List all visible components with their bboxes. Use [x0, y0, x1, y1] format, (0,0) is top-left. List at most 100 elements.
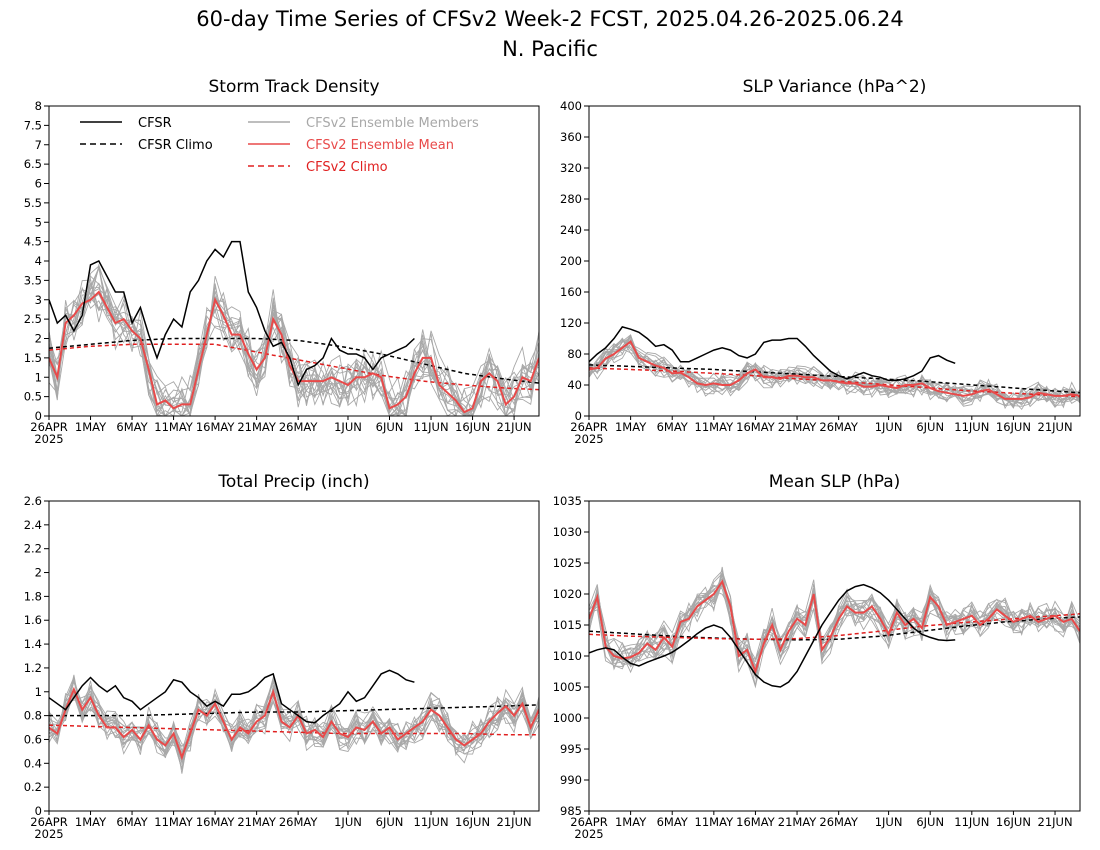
y-tick-label: 8	[35, 99, 42, 113]
x-tick-label: 6MAY	[116, 420, 148, 434]
x-tick-label: 21MAY	[778, 420, 818, 434]
x-tick-label: 11MAY	[695, 420, 735, 434]
chart-panel-1: Storm Track Density 0 0.5 1 1.5 2 2.5 3 3.5 4 4.5 5…	[24, 77, 540, 446]
ensemble-member-line	[49, 275, 539, 416]
panel-title: Storm Track Density	[208, 77, 379, 97]
x-tick-label: 26MAY	[279, 815, 319, 829]
y-tick-label: 1005	[553, 680, 582, 694]
ensemble-member-line	[49, 286, 539, 416]
cfsr-line	[49, 669, 415, 724]
x-tick-label: 1MAY	[615, 815, 647, 829]
y-tick-label: 400	[560, 99, 582, 113]
cfsr-climo-line	[589, 616, 1080, 641]
x-tick-label: 21MAY	[778, 815, 818, 829]
x-tick-label: 11JUN	[954, 420, 989, 434]
y-tick-label: 240	[560, 223, 582, 237]
y-tick-label: 160	[560, 285, 582, 299]
x-tick-label: 21JUN	[497, 420, 532, 434]
y-tick-label: 1010	[553, 649, 582, 663]
cfsv2-climo-line	[49, 343, 539, 391]
cfsr-line	[589, 583, 956, 688]
x-tick-label: 6MAY	[657, 420, 689, 434]
x-tick-label: 26MAY	[279, 420, 319, 434]
x-tick-label: 1MAY	[75, 815, 107, 829]
ensemble-member-line	[589, 577, 1080, 676]
y-tick-label: 0	[35, 804, 42, 818]
x-tick-label: 1MAY	[615, 420, 647, 434]
y-tick-label: 995	[560, 742, 582, 756]
y-tick-label: 5.5	[24, 196, 42, 210]
x-tick-label: 6JUN	[916, 815, 944, 829]
x-year-label: 2025	[34, 827, 63, 841]
cfsr-climo-line	[49, 337, 539, 384]
y-tick-label: 7	[35, 138, 42, 152]
figure-region: N. Pacific	[502, 37, 598, 61]
y-tick-label: 1.4	[24, 637, 42, 651]
cfsr-line	[49, 240, 415, 387]
ensemble-member-line	[49, 675, 539, 763]
ensemble-member-line	[49, 275, 539, 416]
panels: Storm Track Density 0 0.5 1 1.5 2 2.5 3 3.5 4 4.5 5…	[24, 77, 1081, 841]
x-tick-label: 21JUN	[1038, 815, 1073, 829]
y-tick-label: 1	[35, 370, 42, 384]
y-tick-label: 2	[35, 332, 42, 346]
x-tick-label: 16MAY	[196, 815, 236, 829]
x-tick-label: 16MAY	[736, 420, 776, 434]
y-tick-label: 4	[35, 254, 42, 268]
y-tick-label: 2.6	[24, 494, 42, 508]
y-tick-label: 4.5	[24, 235, 42, 249]
y-tick-label: 3	[35, 293, 42, 307]
y-tick-label: 6	[35, 177, 42, 191]
plot-area	[49, 240, 539, 416]
y-tick-label: 1.5	[24, 351, 42, 365]
y-tick-label: 2.4	[24, 518, 42, 532]
ensemble-member-line	[49, 277, 539, 416]
x-tick-label: 1JUN	[334, 815, 362, 829]
cfsv2-climo-line	[49, 724, 539, 736]
y-tick-label: 0	[35, 409, 42, 423]
y-tick-label: 120	[560, 316, 582, 330]
cfsr-line	[589, 326, 956, 382]
y-tick-label: 990	[560, 773, 582, 787]
chart-panel-3: Total Precip (inch) 0 0.2 0.4 0.6 0.8 1 1.2 1.4 1…	[24, 472, 540, 841]
y-tick-label: 280	[560, 192, 582, 206]
ensemble-member-line	[49, 689, 539, 764]
x-tick-label: 21JUN	[1038, 420, 1073, 434]
legend-label: CFSv2 Ensemble Mean	[306, 138, 454, 153]
y-tick-label: 2.5	[24, 312, 42, 326]
x-tick-label: 21MAY	[237, 420, 277, 434]
x-tick-label: 21MAY	[237, 815, 277, 829]
panel-title: SLP Variance (hPa^2)	[743, 77, 927, 97]
x-tick-label: 26APR	[30, 815, 67, 829]
x-tick-label: 26MAY	[819, 815, 859, 829]
legend-label: CFSR	[138, 116, 172, 131]
x-tick-label: 6MAY	[116, 815, 148, 829]
y-tick-label: 1030	[553, 525, 582, 539]
ensemble-member-line	[49, 282, 539, 416]
panel-title: Total Precip (inch)	[217, 472, 369, 492]
x-tick-label: 6JUN	[376, 420, 404, 434]
y-tick-label: 985	[560, 804, 582, 818]
x-tick-label: 1JUN	[875, 420, 903, 434]
ensemble-member-line	[589, 581, 1080, 689]
x-tick-label: 26APR	[570, 815, 607, 829]
y-tick-label: 0.2	[24, 780, 42, 794]
x-tick-label: 21JUN	[497, 815, 532, 829]
x-tick-label: 11JUN	[414, 420, 449, 434]
x-tick-label: 11JUN	[954, 815, 989, 829]
y-tick-label: 200	[560, 254, 582, 268]
x-tick-label: 6MAY	[657, 815, 689, 829]
y-tick-label: 5	[35, 215, 42, 229]
ensemble-member-line	[49, 288, 539, 416]
x-tick-label: 6JUN	[376, 815, 404, 829]
x-tick-label: 1JUN	[334, 420, 362, 434]
y-tick-label: 1035	[553, 494, 582, 508]
x-tick-label: 16JUN	[455, 420, 490, 434]
y-tick-label: 7.5	[24, 118, 42, 132]
plot-frame	[48, 500, 540, 812]
ensemble-member-line	[589, 583, 1080, 687]
x-tick-label: 16JUN	[455, 815, 490, 829]
y-tick-label: 360	[560, 130, 582, 144]
cfsv2-ensemble-mean-line	[49, 686, 539, 761]
y-tick-label: 1	[35, 685, 42, 699]
